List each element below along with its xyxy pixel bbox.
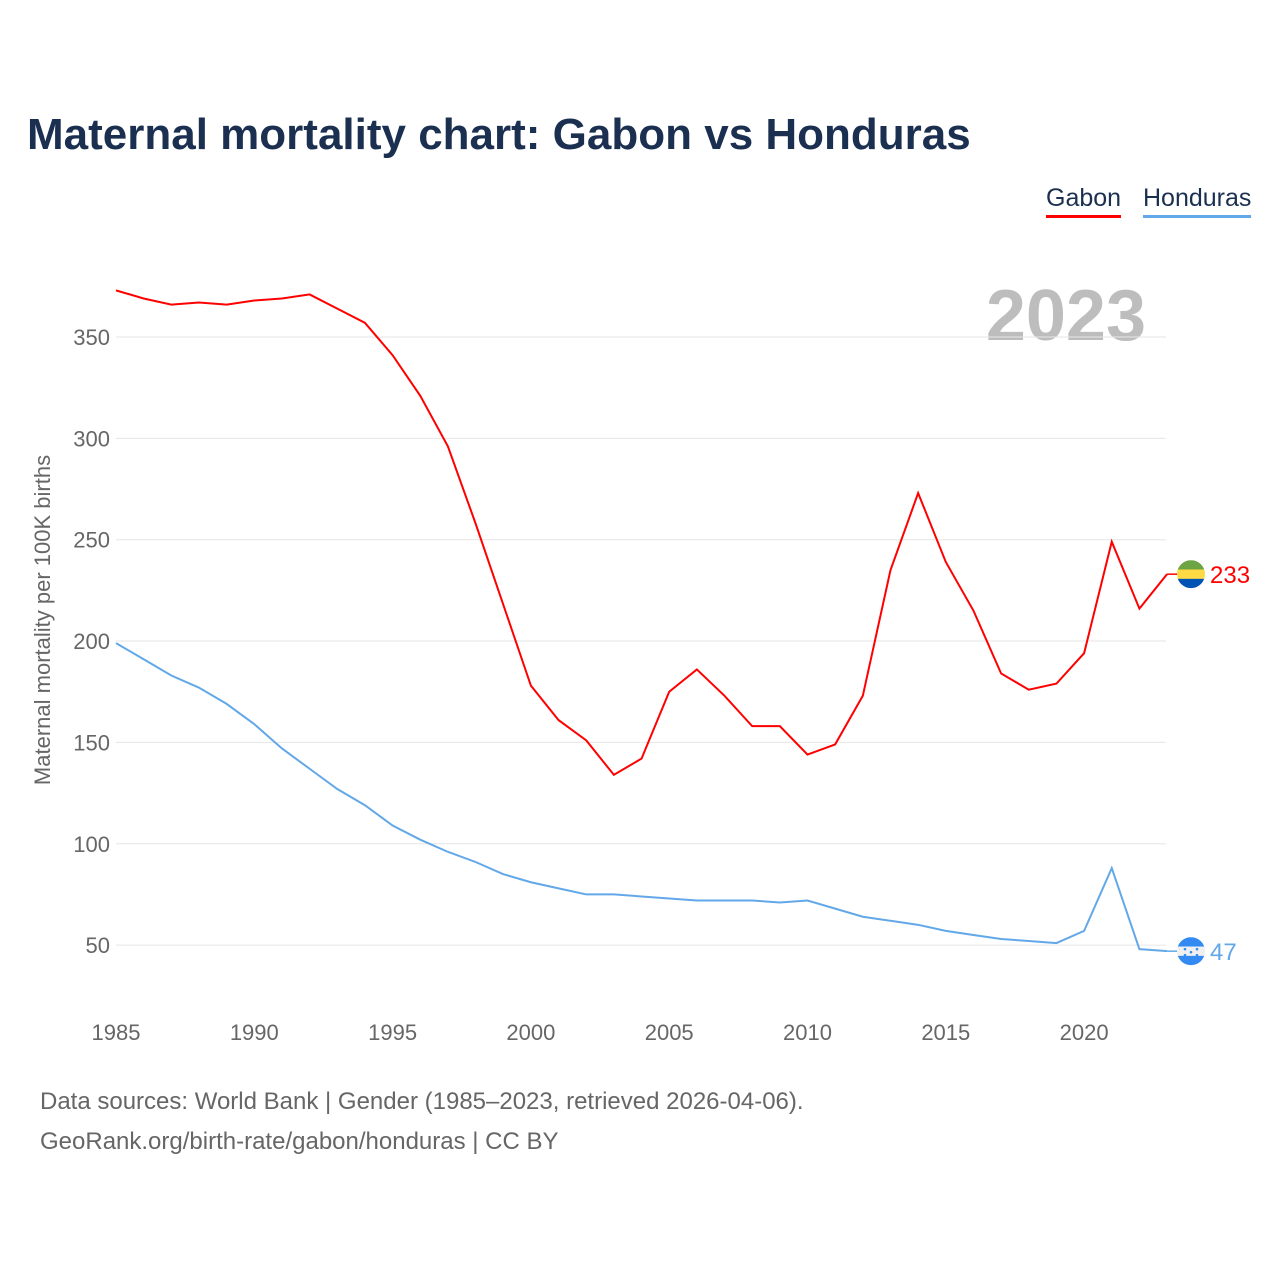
flag-stripe [1177, 578, 1205, 589]
x-tick-label: 2005 [645, 1020, 694, 1045]
y-tick-label: 350 [73, 325, 110, 350]
y-axis-label: Maternal mortality per 100K births [30, 455, 55, 785]
flag-star [1195, 947, 1199, 951]
y-tick-label: 50 [86, 933, 110, 958]
year-watermark: 2023 [986, 276, 1146, 356]
y-tick-label: 300 [73, 426, 110, 451]
flag-stripe [1177, 937, 1205, 948]
series-line-honduras [115, 642, 1168, 953]
flag-stripe [1177, 560, 1205, 570]
x-tick-label: 2000 [506, 1020, 555, 1045]
flag-stripe [1177, 955, 1205, 966]
end-value-label: 47 [1210, 939, 1237, 966]
end-value-label: 233 [1210, 562, 1250, 589]
y-tick-label: 200 [73, 629, 110, 654]
flag-star [1195, 953, 1199, 957]
x-tick-label: 2015 [921, 1020, 970, 1045]
flag-star [1183, 953, 1187, 957]
footer-attribution: GeoRank.org/birth-rate/gabon/honduras | … [40, 1128, 559, 1155]
legend-honduras[interactable]: Honduras [1143, 184, 1252, 218]
x-tick-label: 1985 [92, 1020, 141, 1045]
series-line-gabon [115, 289, 1168, 777]
y-tick-label: 150 [73, 730, 110, 755]
x-tick-label: 2020 [1060, 1020, 1109, 1045]
legend-gabon[interactable]: Gabon [1046, 184, 1122, 218]
flag-star [1183, 947, 1187, 951]
y-tick-label: 250 [73, 528, 110, 553]
x-tick-label: 2010 [783, 1020, 832, 1045]
flag-star [1189, 950, 1193, 954]
flag-stripe [1177, 569, 1205, 580]
x-tick-label: 1990 [230, 1020, 279, 1045]
footer-sources: Data sources: World Bank | Gender (1985–… [40, 1088, 804, 1115]
x-tick-label: 1995 [368, 1020, 417, 1045]
chart-title: Maternal mortality chart: Gabon vs Hondu… [27, 110, 971, 159]
y-tick-label: 100 [73, 832, 110, 857]
